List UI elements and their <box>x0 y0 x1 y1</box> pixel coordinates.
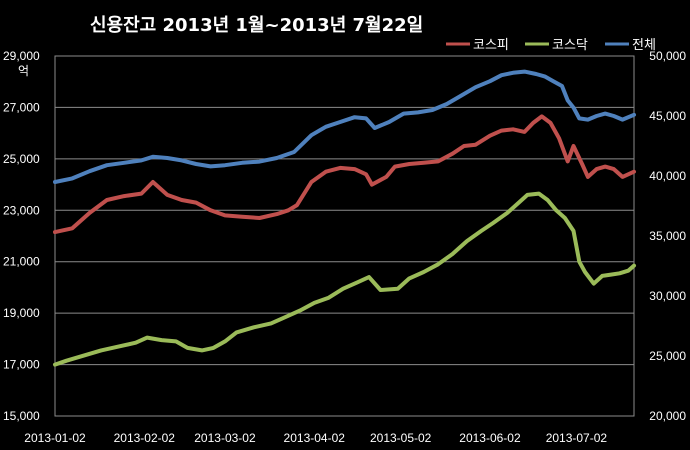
left-axis-unit: 억 <box>18 64 29 78</box>
left-tick-label: 17,000 <box>3 358 40 372</box>
left-tick-label: 25,000 <box>3 152 40 166</box>
series-line-0 <box>53 114 636 235</box>
series-line-2 <box>53 69 636 184</box>
x-tick-label: 2013-07-02 <box>546 431 608 445</box>
x-tick-label: 2013-04-02 <box>284 431 346 445</box>
legend: 코스피 코스닥 전체 <box>446 38 656 53</box>
plot-area <box>54 55 635 417</box>
x-tick-label: 2013-01-02 <box>24 431 86 445</box>
left-tick-label: 27,000 <box>3 100 40 114</box>
left-tick-label: 21,000 <box>3 255 40 269</box>
x-tick-label: 2013-03-02 <box>194 431 256 445</box>
right-tick-label: 30,000 <box>649 289 686 303</box>
right-tick-label: 50,000 <box>649 49 686 63</box>
right-tick-label: 25,000 <box>649 349 686 363</box>
left-tick-label: 15,000 <box>3 409 40 423</box>
right-tick-label: 45,000 <box>649 109 686 123</box>
right-tick-label: 35,000 <box>649 229 686 243</box>
left-axis: 29,000 27,000 25,000 23,000 21,000 19,000 17,0… <box>3 49 40 423</box>
right-axis: 50,000 45,000 40,000 35,000 30,000 25,000 20,0… <box>649 49 686 423</box>
x-axis: 2013-01-02 2013-02-02 2013-03-02 2013-04-02… <box>24 431 607 445</box>
gridlines <box>55 106 634 366</box>
x-tick-label: 2013-06-02 <box>459 431 521 445</box>
right-tick-label: 20,000 <box>649 409 686 423</box>
x-tick-label: 2013-02-02 <box>114 431 176 445</box>
left-tick-label: 29,000 <box>3 49 40 63</box>
legend-label-kosdaq: 코스닥 <box>552 38 588 53</box>
x-tick-label: 2013-05-02 <box>370 431 432 445</box>
series-line-1 <box>53 191 636 367</box>
left-tick-label: 23,000 <box>3 203 40 217</box>
legend-label-total: 전체 <box>632 38 656 53</box>
left-tick-label: 19,000 <box>3 306 40 320</box>
chart-title: 신용잔고 2013년 1월~2013년 7월22일 <box>90 15 423 36</box>
legend-label-kospi: 코스피 <box>473 38 509 53</box>
right-tick-label: 40,000 <box>649 169 686 183</box>
series-lines <box>53 69 636 367</box>
